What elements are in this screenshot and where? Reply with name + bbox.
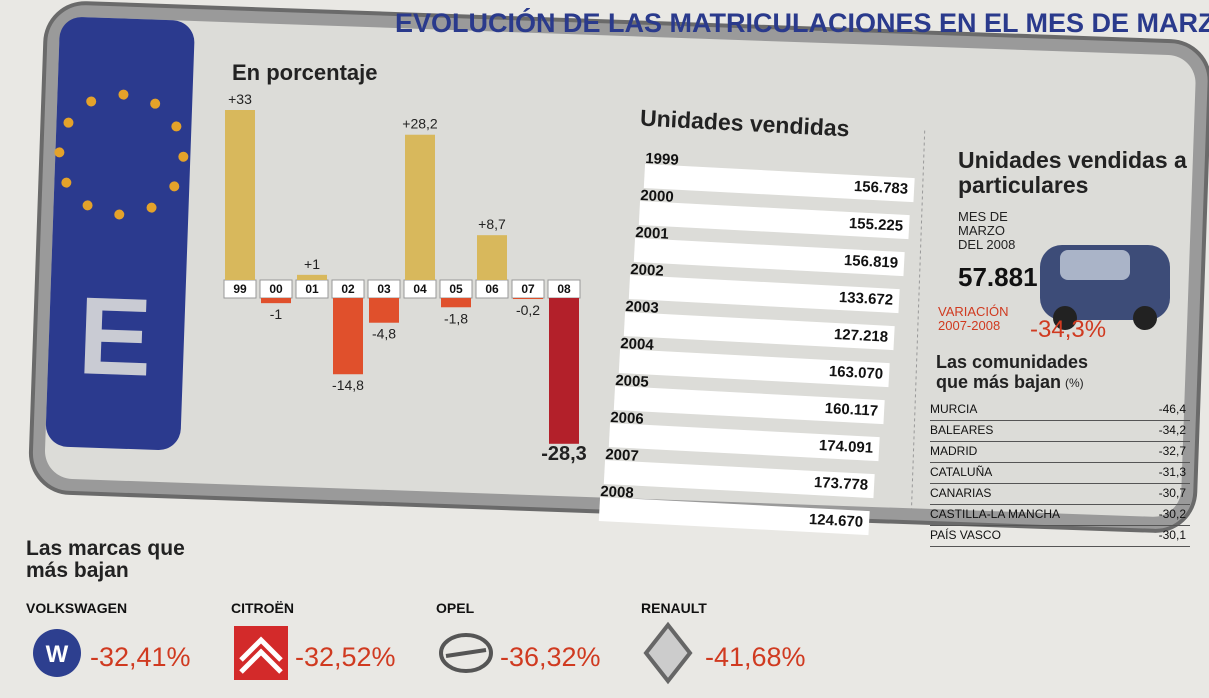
private-units: 57.881 bbox=[958, 262, 1038, 293]
bar bbox=[261, 298, 291, 303]
region-value: -31,3 bbox=[1159, 465, 1186, 479]
value-label: -0,2 bbox=[516, 302, 540, 318]
region-row: PAÍS VASCO -30,1 bbox=[930, 528, 1190, 547]
value-label: -28,3 bbox=[541, 443, 587, 465]
region-value: -30,2 bbox=[1159, 507, 1186, 521]
brand: VOLKSWAGEN -32,41% bbox=[26, 600, 226, 690]
value-label: -1 bbox=[270, 306, 283, 322]
region-value: -30,7 bbox=[1159, 486, 1186, 500]
x-tick-label: 01 bbox=[305, 282, 319, 296]
region-row: CATALUÑA -31,3 bbox=[930, 465, 1190, 484]
infographic: E En porcentaje 99 +33 00 -1 01 +1 02 -14,8 03 -4… bbox=[0, 0, 1209, 698]
x-tick-label: 06 bbox=[485, 282, 499, 296]
bar bbox=[369, 298, 399, 323]
bar bbox=[513, 298, 543, 299]
region-value: -30,1 bbox=[1159, 528, 1186, 542]
brand: RENAULT -41,68% bbox=[641, 600, 841, 690]
variation: -34,3% bbox=[1030, 316, 1106, 344]
region-row: CANARIAS -30,7 bbox=[930, 486, 1190, 505]
brand: CITROËN -32,52% bbox=[231, 600, 431, 690]
region-name: CASTILLA-LA MANCHA bbox=[930, 507, 1060, 521]
brand-name: CITROËN bbox=[231, 600, 294, 616]
bar bbox=[405, 135, 435, 280]
region-name: BALEARES bbox=[930, 423, 993, 437]
regions-unit: (%) bbox=[1065, 376, 1084, 390]
bar bbox=[549, 298, 579, 444]
region-row: MADRID -32,7 bbox=[930, 444, 1190, 463]
main-title: EVOLUCIÓN DE LAS MATRICULACIONES EN EL M… bbox=[395, 8, 1209, 39]
regions-title: Las comunidades que más bajan bbox=[936, 352, 1116, 392]
brands-title: Las marcas que más bajan bbox=[26, 538, 206, 582]
chart-title: En porcentaje bbox=[232, 60, 377, 85]
x-tick-label: 02 bbox=[341, 282, 355, 296]
region-name: MURCIA bbox=[930, 402, 977, 416]
x-tick-label: 04 bbox=[413, 282, 427, 296]
brand-name: OPEL bbox=[436, 600, 474, 616]
brand: OPEL -36,32% bbox=[436, 600, 636, 690]
region-row: CASTILLA-LA MANCHA -30,2 bbox=[930, 507, 1190, 526]
region-name: CANARIAS bbox=[930, 486, 991, 500]
x-tick-label: 00 bbox=[269, 282, 283, 296]
variation-label: VARIACIÓN 2007-2008 bbox=[938, 305, 1018, 333]
region-name: MADRID bbox=[930, 444, 977, 458]
value-label: -1,8 bbox=[444, 310, 468, 326]
private-sales-title: Unidades vendidas a particulares bbox=[958, 148, 1198, 198]
x-tick-label: 08 bbox=[557, 282, 571, 296]
brand-change: -41,68% bbox=[705, 642, 806, 673]
region-value: -46,4 bbox=[1159, 402, 1186, 416]
value-label: +1 bbox=[304, 256, 320, 272]
bar bbox=[297, 275, 327, 280]
value-label: -4,8 bbox=[372, 326, 396, 342]
svg-text:E: E bbox=[76, 274, 154, 399]
brand-change: -36,32% bbox=[500, 642, 601, 673]
x-tick-label: 99 bbox=[233, 282, 247, 296]
value-label: +8,7 bbox=[478, 216, 506, 232]
region-name: PAÍS VASCO bbox=[930, 528, 1001, 542]
bar bbox=[477, 235, 507, 280]
x-tick-label: 03 bbox=[377, 282, 391, 296]
bar bbox=[441, 298, 471, 307]
plate-graphic: E En porcentaje 99 +33 00 -1 01 +1 02 -14,8 03 -4… bbox=[0, 0, 1209, 698]
brand-change: -32,41% bbox=[90, 642, 191, 673]
brand-name: VOLKSWAGEN bbox=[26, 600, 127, 616]
bar bbox=[333, 298, 363, 374]
region-value: -32,7 bbox=[1159, 444, 1186, 458]
region-name: CATALUÑA bbox=[930, 465, 992, 479]
x-tick-label: 05 bbox=[449, 282, 463, 296]
bar bbox=[225, 110, 255, 280]
value-label: +33 bbox=[228, 91, 252, 107]
brand-change: -32,52% bbox=[295, 642, 396, 673]
brand-name: RENAULT bbox=[641, 600, 707, 616]
region-value: -34,2 bbox=[1159, 423, 1186, 437]
region-row: MURCIA -46,4 bbox=[930, 402, 1190, 421]
value-label: -14,8 bbox=[332, 377, 364, 393]
value-label: +28,2 bbox=[402, 116, 438, 132]
region-row: BALEARES -34,2 bbox=[930, 423, 1190, 442]
period: MES DE MARZO DEL 2008 bbox=[958, 210, 1028, 252]
x-tick-label: 07 bbox=[521, 282, 535, 296]
